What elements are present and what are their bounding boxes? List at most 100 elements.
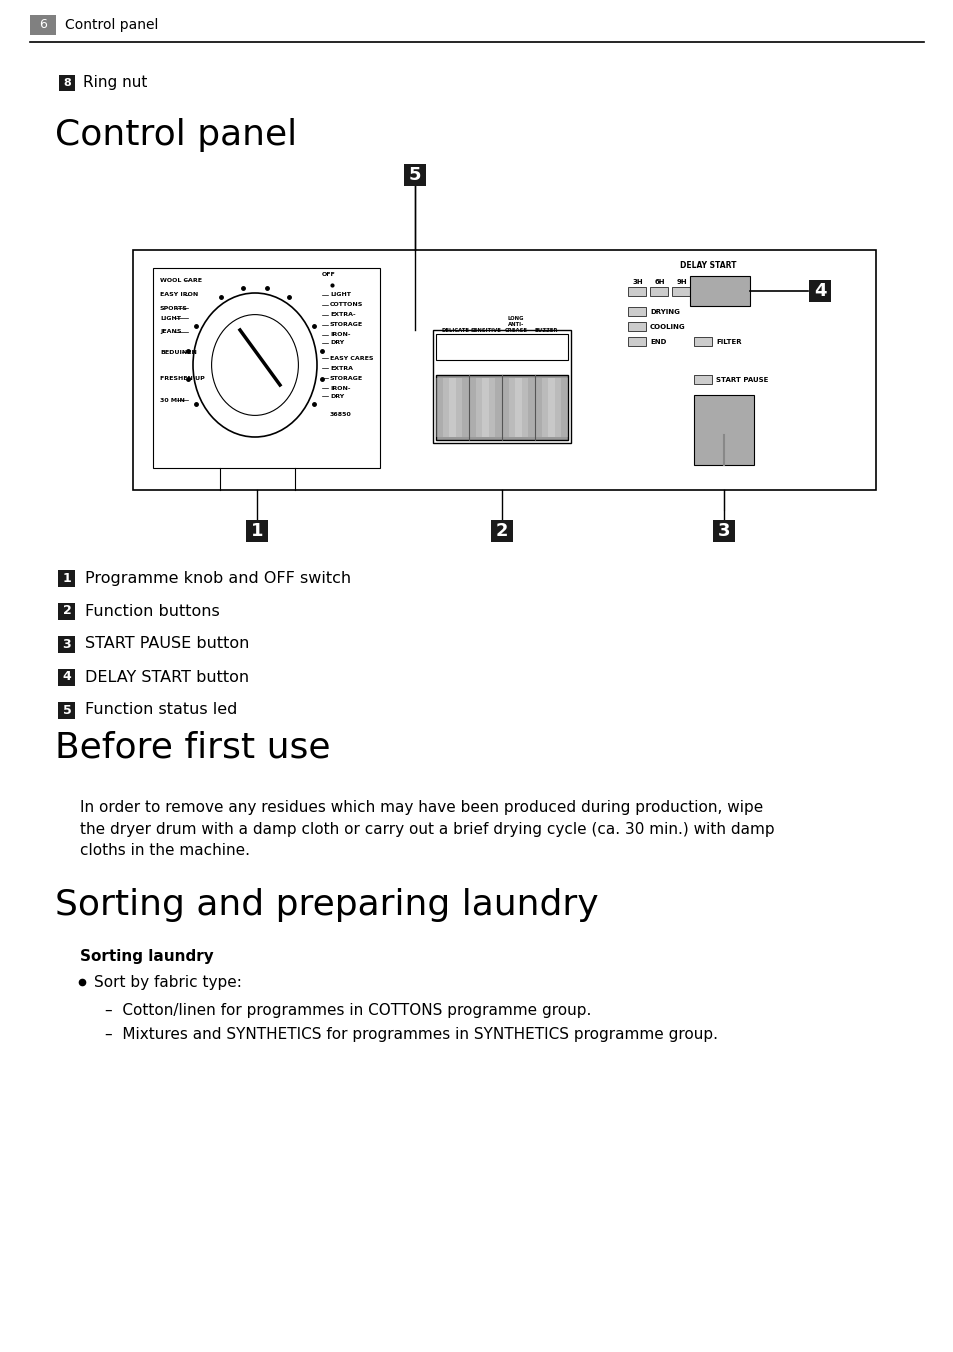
Text: JEANS: JEANS [160,330,181,334]
Bar [436,334,567,360]
Text: 6H: 6H [654,279,664,285]
Bar [649,287,667,296]
Bar [671,287,689,296]
FancyBboxPatch shape [58,569,75,587]
Text: Sorting laundry: Sorting laundry [80,949,213,964]
Bar [444,345,467,357]
Text: 2: 2 [63,604,71,618]
Text: FRESHEN UP: FRESHEN UP [160,376,205,380]
Text: 5: 5 [63,703,71,717]
FancyBboxPatch shape [712,521,734,542]
Bar [152,268,379,468]
Bar [627,307,645,316]
Text: 1: 1 [251,522,263,539]
Bar [488,379,495,437]
Bar [469,379,476,437]
Text: Control panel: Control panel [65,18,158,32]
Text: STORAGE: STORAGE [330,323,363,327]
Text: Sorting and preparing laundry: Sorting and preparing laundry [55,888,598,922]
Text: EASY IRON: EASY IRON [160,292,198,297]
Text: STORAGE: STORAGE [330,376,363,380]
FancyBboxPatch shape [403,164,426,187]
Text: LIGHT: LIGHT [160,315,181,320]
Text: 36850: 36850 [330,412,352,418]
Ellipse shape [193,293,316,437]
Bar [476,379,481,437]
Ellipse shape [212,315,298,415]
Text: SENSITIVE: SENSITIVE [470,329,501,333]
Bar [481,379,488,437]
Text: SPORTS: SPORTS [160,306,188,311]
Text: COOLING: COOLING [649,324,685,330]
Text: LIGHT: LIGHT [330,292,351,297]
FancyBboxPatch shape [491,521,513,542]
Text: EXTRA-: EXTRA- [330,312,355,318]
Text: DRY: DRY [330,393,344,399]
Bar [449,379,456,437]
Bar [442,379,449,437]
Text: IRON-: IRON- [330,333,350,338]
FancyBboxPatch shape [58,635,75,653]
Text: 2: 2 [496,522,508,539]
Bar [436,375,567,439]
Bar [528,379,535,437]
Text: 4: 4 [813,283,825,300]
FancyBboxPatch shape [58,702,75,718]
Text: 4: 4 [63,671,71,684]
Text: 30 MIN: 30 MIN [160,397,185,403]
Text: WOOL CARE: WOOL CARE [160,277,202,283]
Bar [689,276,749,306]
Text: DRYING: DRYING [649,310,679,315]
Text: DELICATE: DELICATE [441,329,470,333]
Text: START PAUSE button: START PAUSE button [85,637,249,652]
Bar [521,379,528,437]
Text: OFF: OFF [322,273,335,277]
Text: Sort by fabric type:: Sort by fabric type: [94,975,242,990]
Bar [508,379,515,437]
Text: END: END [649,339,666,345]
Text: Programme knob and OFF switch: Programme knob and OFF switch [85,571,351,585]
Bar [541,379,548,437]
Text: IRON-: IRON- [330,385,350,391]
Bar [535,379,541,437]
Text: 9H: 9H [676,279,686,285]
Bar [693,375,711,384]
Bar [548,379,555,437]
Bar [504,345,526,357]
Bar [30,15,56,35]
Bar [132,250,875,489]
Text: 1: 1 [63,572,71,584]
FancyBboxPatch shape [58,603,75,619]
Bar [627,337,645,346]
Bar [436,379,442,437]
FancyBboxPatch shape [246,521,268,542]
Bar [627,287,645,296]
Text: START PAUSE: START PAUSE [716,377,767,383]
FancyBboxPatch shape [58,668,75,685]
Bar [693,337,711,346]
Text: DELAY START button: DELAY START button [85,669,249,684]
Text: EXTRA: EXTRA [330,365,353,370]
Bar [495,379,501,437]
Text: BUZZER: BUZZER [534,329,558,333]
FancyBboxPatch shape [808,280,830,301]
Text: DRY: DRY [330,341,344,346]
Bar [501,379,508,437]
Bar [462,379,469,437]
Text: Function status led: Function status led [85,703,237,718]
Bar [515,379,521,437]
Bar [560,379,567,437]
Text: Control panel: Control panel [55,118,296,151]
Text: LONG
ANTI-
CREASE: LONG ANTI- CREASE [504,316,527,333]
Bar [555,379,560,437]
Text: 6: 6 [39,19,47,31]
Text: FILTER: FILTER [716,339,740,345]
FancyBboxPatch shape [59,74,75,91]
Text: –  Cotton/linen for programmes in COTTONS programme group.: – Cotton/linen for programmes in COTTONS… [105,1002,591,1018]
Text: In order to remove any residues which may have been produced during production, : In order to remove any residues which ma… [80,800,774,859]
Text: EASY CARES: EASY CARES [330,356,374,361]
Text: 3: 3 [717,522,729,539]
Text: 5: 5 [408,166,421,184]
Text: Function buttons: Function buttons [85,603,219,618]
Text: 3H: 3H [632,279,642,285]
